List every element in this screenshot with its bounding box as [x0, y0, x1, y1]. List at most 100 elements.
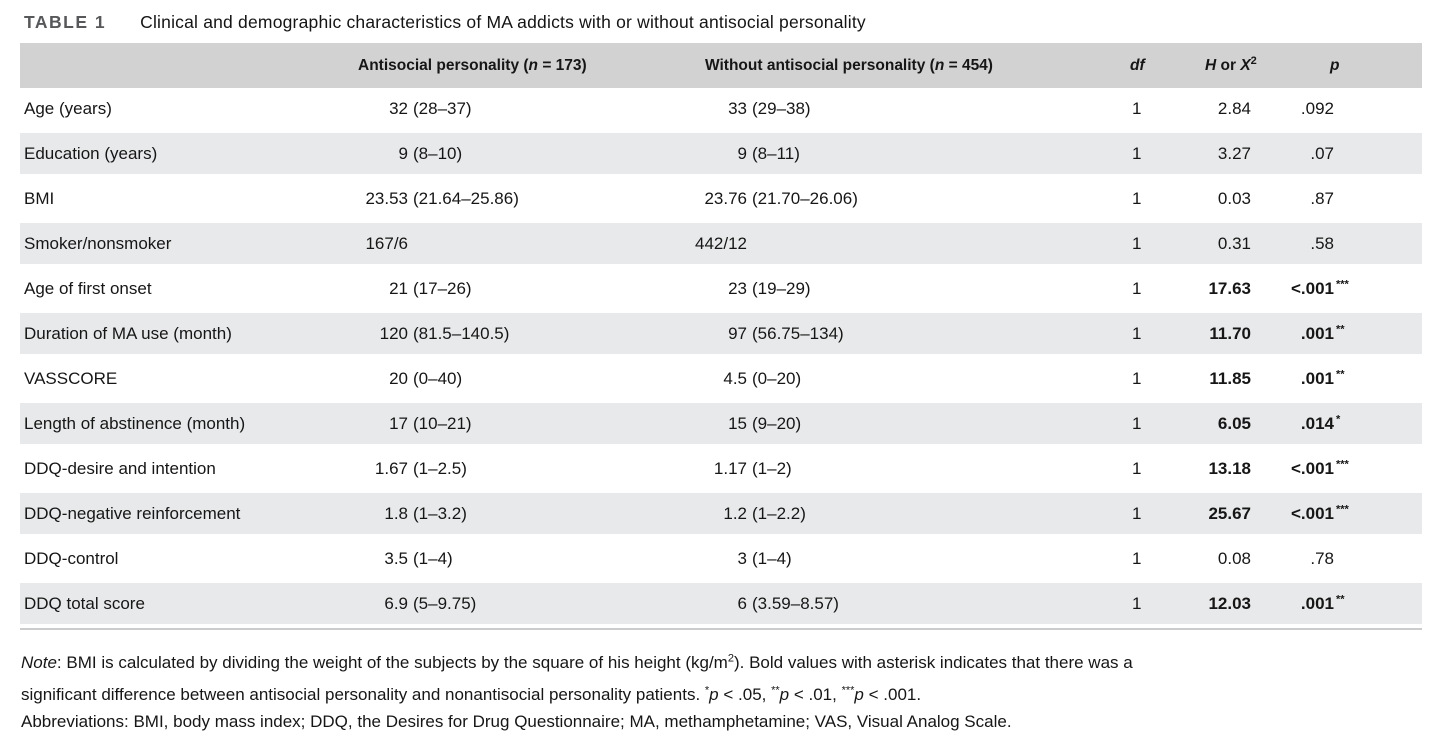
table-row: DDQ-desire and intention 1.67 (1–2.5) 1.17 (…	[20, 448, 1422, 489]
group1-range-cell: (28–37)	[413, 99, 472, 118]
group1-median-cell: 1.67	[374, 459, 408, 478]
df-cell: 1	[1132, 549, 1142, 568]
group1-median-cell: 3.5	[384, 549, 408, 568]
p-value-cell: <.001	[1290, 504, 1334, 523]
table-title: Clinical and demographic characteristics…	[140, 12, 866, 32]
statistic-cell: 2.84	[1217, 99, 1251, 118]
group1-range-cell: (5–9.75)	[413, 594, 477, 613]
group1-range-cell: (0–40)	[413, 369, 463, 388]
group1-median-cell: 167/6	[365, 234, 408, 253]
p-value-cell: .07	[1310, 144, 1334, 163]
group2-range-cell: (29–38)	[752, 99, 811, 118]
table-bottom-rule	[20, 628, 1422, 630]
group1-median-cell: 32	[389, 99, 408, 118]
group2-median-cell: 4.5	[723, 369, 747, 388]
table-row: DDQ-negative reinforcement 1.8 (1–3.2) 1.2 (…	[20, 493, 1422, 534]
significance-stars: ***	[1336, 458, 1349, 471]
table-body: Age (years) 32 (28–37) 33 (29–38) 1 2.84 .092 Ed…	[20, 88, 1422, 624]
group2-range-cell: (1–2.2)	[752, 504, 806, 523]
group1-range-cell: (17–26)	[413, 279, 472, 298]
table-row: DDQ total score 6.9 (5–9.75) 6 (3.59–8.57) 1 1…	[20, 583, 1422, 624]
row-label-cell: Age (years)	[24, 99, 112, 118]
significance-stars: **	[1336, 368, 1345, 381]
df-cell: 1	[1132, 594, 1142, 613]
row-label-cell: Age of first onset	[24, 279, 152, 298]
row-label-cell: Education (years)	[24, 144, 158, 163]
group1-range-cell: (1–2.5)	[413, 459, 467, 478]
p-value-cell: .87	[1310, 189, 1334, 208]
group1-range-cell: (21.64–25.86)	[413, 189, 519, 208]
df-cell: 1	[1132, 99, 1142, 118]
group2-median-cell: 23.76	[704, 189, 747, 208]
significance-stars: *	[1336, 413, 1341, 426]
table-row: Age (years) 32 (28–37) 33 (29–38) 1 2.84 .092	[20, 88, 1422, 129]
group2-range-cell: (21.70–26.06)	[752, 189, 858, 208]
df-cell: 1	[1132, 144, 1142, 163]
statistic-cell: 12.03	[1208, 594, 1251, 613]
table-caption: TABLE 1 Clinical and demographic characte…	[24, 12, 866, 33]
group2-range-cell: (56.75–134)	[752, 324, 844, 343]
row-label-cell: DDQ-control	[24, 549, 119, 568]
row-label-cell: Smoker/nonsmoker	[24, 234, 172, 253]
statistic-cell: 3.27	[1217, 144, 1251, 163]
p-value-cell: .014	[1300, 414, 1334, 433]
statistic-cell: 11.85	[1209, 369, 1251, 388]
df-cell: 1	[1132, 234, 1142, 253]
group2-median-cell: 1.2	[723, 504, 747, 523]
header-without-antisocial-group: Without antisocial personality (n = 454)	[705, 57, 993, 74]
statistic-cell: 13.18	[1208, 459, 1251, 478]
group1-range-cell: (81.5–140.5)	[413, 324, 510, 343]
group2-range-cell: (1–4)	[752, 549, 792, 568]
p-value-cell: .78	[1310, 549, 1334, 568]
group2-median-cell: 15	[728, 414, 747, 433]
p-value-cell: <.001	[1290, 459, 1334, 478]
group2-median-cell: 6	[737, 594, 747, 613]
statistic-cell: 11.70	[1209, 324, 1251, 343]
row-label-cell: BMI	[24, 189, 55, 208]
df-cell: 1	[1132, 279, 1142, 298]
group1-range-cell: (1–3.2)	[413, 504, 467, 523]
group1-median-cell: 20	[389, 369, 408, 388]
statistic-cell: 25.67	[1208, 504, 1251, 523]
row-label-cell: VASSCORE	[24, 369, 118, 388]
note-text: Note: BMI is calculated by dividing the …	[21, 652, 1133, 704]
p-value-cell: .092	[1300, 99, 1334, 118]
row-label-cell: Duration of MA use (month)	[24, 324, 232, 343]
data-table: Antisocial personality (n = 173) Without…	[20, 43, 1422, 630]
group1-median-cell: 6.9	[384, 594, 408, 613]
group1-median-cell: 23.53	[365, 189, 408, 208]
group2-range-cell: (0–20)	[752, 369, 802, 388]
group2-range-cell: (9–20)	[752, 414, 802, 433]
statistic-cell: 0.08	[1217, 549, 1251, 568]
header-antisocial-group: Antisocial personality (n = 173)	[358, 57, 587, 74]
table-row: VASSCORE 20 (0–40) 4.5 (0–20) 1 11.85 .001 **	[20, 358, 1422, 399]
p-value-cell: .001	[1300, 324, 1334, 343]
df-cell: 1	[1132, 369, 1142, 388]
table-row: Age of first onset 21 (17–26) 23 (19–29) 1 17.…	[20, 268, 1422, 309]
p-value-cell: <.001	[1290, 279, 1334, 298]
header-df: df	[1130, 57, 1145, 74]
group2-median-cell: 3	[737, 549, 747, 568]
table-row: DDQ-control 3.5 (1–4) 3 (1–4) 1 0.08 .78	[20, 538, 1422, 579]
group1-range-cell: (8–10)	[413, 144, 463, 163]
df-cell: 1	[1132, 414, 1142, 433]
row-label-cell: DDQ-desire and intention	[24, 459, 216, 478]
group2-range-cell: (8–11)	[752, 144, 800, 163]
df-cell: 1	[1132, 459, 1142, 478]
table-header-row: Antisocial personality (n = 173) Without…	[20, 43, 1422, 88]
group2-range-cell: (19–29)	[752, 279, 811, 298]
group1-range-cell: (10–21)	[413, 414, 472, 433]
statistic-cell: 6.05	[1217, 414, 1251, 433]
group2-range-cell: (1–2)	[752, 459, 792, 478]
header-p-value: p	[1330, 57, 1340, 74]
group2-median-cell: 442/12	[695, 234, 747, 253]
row-label-cell: Length of abstinence (month)	[24, 414, 246, 433]
abbreviations-text: Abbreviations: BMI, body mass index; DDQ…	[21, 712, 1012, 731]
group2-median-cell: 23	[728, 279, 747, 298]
df-cell: 1	[1132, 324, 1142, 343]
table-row: Length of abstinence (month) 17 (10–21) 15 (…	[20, 403, 1422, 444]
df-cell: 1	[1132, 189, 1142, 208]
table-row: Smoker/nonsmoker 167/6 442/12 1 0.31 .58	[20, 223, 1422, 264]
significance-stars: **	[1336, 323, 1345, 336]
p-value-cell: .001	[1300, 594, 1334, 613]
